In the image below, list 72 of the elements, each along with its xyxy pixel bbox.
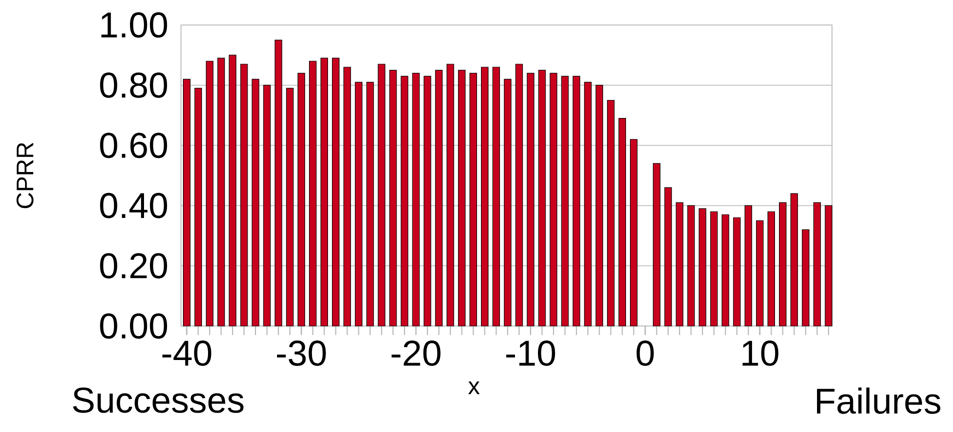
bar [515,64,523,326]
bar [733,217,741,326]
bar [687,205,695,326]
bar [378,64,386,326]
bar [618,118,626,326]
x-tick-label: -20 [392,340,440,366]
bar [298,72,306,326]
bar [572,76,580,326]
bar [744,205,752,326]
bar [664,187,672,326]
x-tick-label: 10 [742,340,778,366]
bar [309,60,317,326]
bar [607,100,615,326]
bar [412,72,420,326]
x-tick-label: 0 [636,340,654,366]
bar [710,211,718,326]
bar [802,229,810,326]
y-tick-label: 0.80 [100,72,168,98]
bar [446,64,454,326]
bar [756,220,764,326]
bar [504,78,512,326]
bar [366,82,374,326]
bar [550,72,558,326]
bar [206,60,214,326]
y-tick-label: 0.60 [100,132,168,158]
bar [584,82,592,326]
y-tick-label: 0.20 [100,253,168,278]
bar [263,84,271,326]
y-axis-title: CPRR [16,142,34,208]
bar [400,76,408,326]
bar [274,40,282,326]
bar [435,70,443,326]
x-tick-label: -40 [162,340,212,366]
y-tick-label: 1.00 [101,12,168,38]
bar [320,58,328,326]
bar [790,193,798,326]
bar [286,88,294,326]
x-tick-label: -30 [277,340,326,366]
bar [596,84,604,326]
text: Failures [817,388,940,414]
bar [492,66,500,326]
x-tick-label: -10 [506,340,556,366]
bar [698,208,706,326]
bar [561,76,569,326]
text: Successes [72,388,244,413]
bar [354,82,362,326]
bar [813,202,821,326]
bar [768,211,775,326]
bar [538,70,546,326]
bar [217,58,225,326]
bar [332,58,340,326]
bar [228,54,236,326]
bar [424,76,432,326]
bar [652,163,660,326]
bar [676,202,684,326]
bar [343,66,351,326]
bar [722,214,730,326]
bar [240,64,248,326]
bar [824,205,832,326]
bar [778,202,786,326]
bar [480,66,488,326]
bar [182,78,190,326]
bar [252,78,260,326]
bar [630,139,638,326]
bar [470,72,478,326]
x-axis-title: x [468,382,480,394]
bar [458,70,466,326]
y-tick-label: 0.00 [100,313,168,339]
y-tick-label: 0.40 [100,192,168,218]
bar [389,70,397,326]
bar [194,88,202,326]
bar [526,72,534,326]
